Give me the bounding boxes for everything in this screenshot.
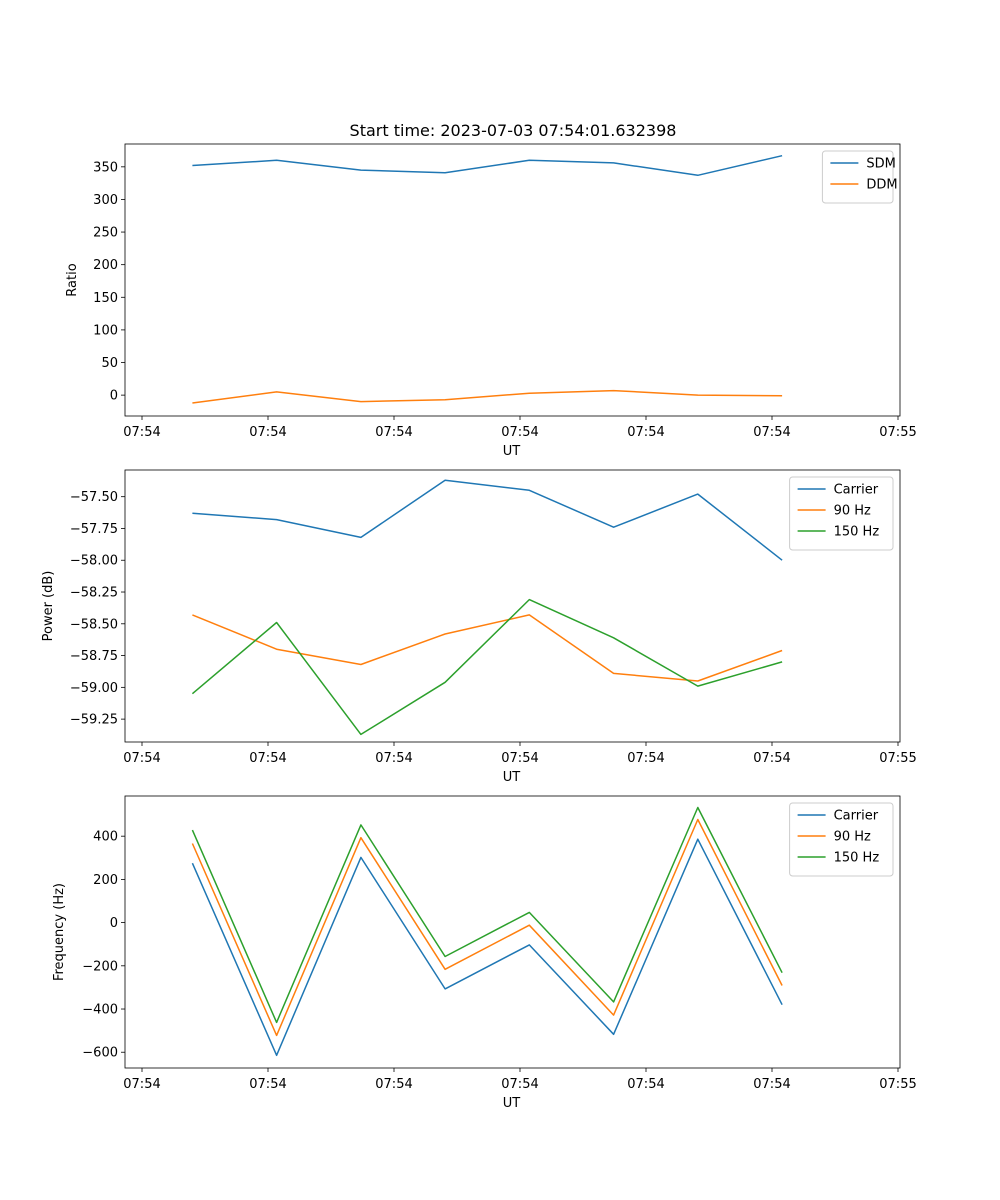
x-tick-label: 07:55 bbox=[879, 1077, 916, 1092]
legend-label-150-hz: 150 Hz bbox=[834, 851, 880, 866]
y-tick-label: −58.25 bbox=[70, 586, 118, 601]
y-axis-label: Power (dB) bbox=[41, 571, 56, 642]
y-tick-label: 350 bbox=[93, 160, 118, 175]
legend-label-ddm: DDM bbox=[866, 178, 897, 193]
figure-title: Start time: 2023-07-03 07:54:01.632398 bbox=[350, 121, 677, 140]
y-tick-label: 400 bbox=[93, 830, 118, 845]
y-tick-label: 200 bbox=[93, 873, 118, 888]
x-tick-label: 07:54 bbox=[249, 425, 286, 440]
x-tick-label: 07:54 bbox=[753, 751, 790, 766]
legend: SDM DDM bbox=[821, 150, 898, 204]
legend: Carrier 90 Hz 150 Hz bbox=[789, 476, 894, 551]
x-tick-label: 07:54 bbox=[501, 425, 538, 440]
legend-box bbox=[821, 150, 894, 204]
y-axis-label: Frequency (Hz) bbox=[52, 883, 67, 981]
chart-panel-1: 07:54 07:54 07:54 07:54 07:54 07:54 07:55 0 50 10… bbox=[65, 143, 917, 459]
y-tick-label: 300 bbox=[93, 193, 118, 208]
legend-label-90-hz: 90 Hz bbox=[834, 504, 871, 519]
x-axis-label: UT bbox=[503, 770, 521, 785]
x-tick-label: 07:55 bbox=[879, 425, 916, 440]
x-tick-label: 07:54 bbox=[375, 425, 412, 440]
legend-label-90-hz: 90 Hz bbox=[834, 830, 871, 845]
x-tick-label: 07:54 bbox=[753, 1077, 790, 1092]
axes-frame bbox=[124, 143, 901, 417]
axes-frame bbox=[124, 469, 901, 743]
panels: 07:54 07:54 07:54 07:54 07:54 07:54 07:55 0 50 10… bbox=[41, 143, 917, 1111]
series-line-carrier bbox=[192, 479, 783, 561]
legend-label-150-hz: 150 Hz bbox=[834, 525, 880, 540]
series-line-sdm bbox=[192, 154, 783, 177]
chart-panel-2: 07:54 07:54 07:54 07:54 07:54 07:54 07:55 −59.2… bbox=[41, 469, 917, 785]
series-line-90-hz bbox=[191, 818, 783, 1037]
y-tick-label: −58.00 bbox=[70, 554, 118, 569]
y-tick-label: −57.75 bbox=[70, 522, 118, 537]
x-tick-label: 07:54 bbox=[627, 425, 664, 440]
legend-label-sdm: SDM bbox=[866, 157, 895, 172]
x-tick-label: 07:54 bbox=[123, 425, 160, 440]
x-tick-label: 07:54 bbox=[249, 1077, 286, 1092]
y-tick-label: −58.50 bbox=[70, 617, 118, 632]
y-tick-label: −200 bbox=[82, 959, 118, 974]
y-tick-label: 100 bbox=[93, 323, 118, 338]
x-tick-label: 07:54 bbox=[501, 751, 538, 766]
y-tick-label: 50 bbox=[101, 356, 118, 371]
y-tick-label: 0 bbox=[110, 389, 118, 404]
y-tick-label: 250 bbox=[93, 226, 118, 241]
y-axis-label: Ratio bbox=[65, 263, 80, 296]
x-tick-label: 07:54 bbox=[753, 425, 790, 440]
y-tick-label: −400 bbox=[82, 1003, 118, 1018]
legend: Carrier 90 Hz 150 Hz bbox=[789, 802, 894, 877]
x-tick-label: 07:54 bbox=[375, 1077, 412, 1092]
series-line-90-hz bbox=[192, 614, 783, 682]
x-tick-label: 07:54 bbox=[627, 1077, 664, 1092]
x-tick-label: 07:54 bbox=[501, 1077, 538, 1092]
y-tick-label: −59.25 bbox=[70, 713, 118, 728]
x-axis-label: UT bbox=[503, 1096, 521, 1111]
series-line-carrier bbox=[191, 838, 783, 1057]
chart-panel-3: 07:54 07:54 07:54 07:54 07:54 07:54 07:55 −600 −… bbox=[52, 795, 917, 1111]
series-line-ddm bbox=[192, 389, 783, 404]
y-tick-label: 200 bbox=[93, 258, 118, 273]
series-line-150-hz bbox=[191, 598, 783, 736]
y-tick-label: 150 bbox=[93, 291, 118, 306]
y-tick-label: 0 bbox=[110, 916, 118, 931]
legend-label-carrier: Carrier bbox=[834, 483, 879, 498]
x-axis-label: UT bbox=[503, 444, 521, 459]
y-tick-label: −57.50 bbox=[70, 490, 118, 505]
x-tick-label: 07:54 bbox=[123, 1077, 160, 1092]
x-tick-label: 07:54 bbox=[123, 751, 160, 766]
x-tick-label: 07:55 bbox=[879, 751, 916, 766]
y-tick-label: −59.00 bbox=[70, 681, 118, 696]
series-line-150-hz bbox=[191, 806, 783, 1024]
axes-frame bbox=[124, 795, 901, 1069]
y-tick-label: −600 bbox=[82, 1046, 118, 1061]
x-tick-label: 07:54 bbox=[627, 751, 664, 766]
legend-label-carrier: Carrier bbox=[834, 809, 879, 824]
x-tick-label: 07:54 bbox=[375, 751, 412, 766]
x-tick-label: 07:54 bbox=[249, 751, 286, 766]
y-tick-label: −58.75 bbox=[70, 649, 118, 664]
